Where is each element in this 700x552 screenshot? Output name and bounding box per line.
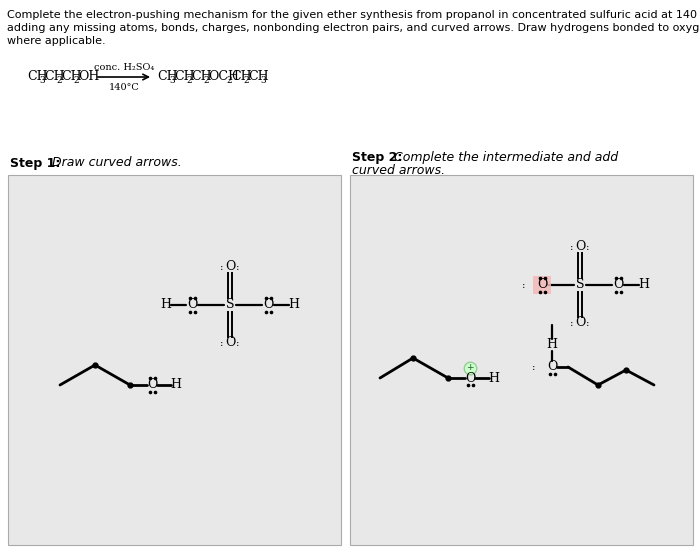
Text: where applicable.: where applicable. <box>7 36 106 46</box>
Text: O: O <box>262 299 273 311</box>
Bar <box>350 175 693 545</box>
Text: OH: OH <box>78 71 99 83</box>
Text: CH: CH <box>248 71 269 83</box>
Text: H: H <box>547 338 557 352</box>
Text: 3: 3 <box>39 76 45 85</box>
Text: :: : <box>570 242 574 252</box>
Text: Complete the intermediate and add: Complete the intermediate and add <box>394 151 618 163</box>
Text: O: O <box>187 299 197 311</box>
Text: O: O <box>547 360 557 374</box>
Text: Draw curved arrows.: Draw curved arrows. <box>52 157 182 169</box>
Text: O: O <box>575 316 585 330</box>
Text: O: O <box>147 379 158 391</box>
Text: :: : <box>220 263 224 272</box>
Text: 2: 2 <box>226 76 232 85</box>
Bar <box>533 276 551 294</box>
Text: conc. H₂SO₄: conc. H₂SO₄ <box>94 62 154 72</box>
Text: 2: 2 <box>203 76 209 85</box>
Text: CH: CH <box>44 71 64 83</box>
Text: O: O <box>537 279 547 291</box>
Text: H: H <box>160 299 172 311</box>
Text: S: S <box>225 299 234 311</box>
Text: S: S <box>575 279 584 291</box>
Text: O: O <box>575 241 585 253</box>
Text: CH: CH <box>27 71 48 83</box>
Text: 3: 3 <box>169 76 174 85</box>
Text: :: : <box>570 319 574 327</box>
Text: Step 2:: Step 2: <box>352 151 402 163</box>
Text: 3: 3 <box>260 76 265 85</box>
Text: curved arrows.: curved arrows. <box>352 164 445 178</box>
Text: Complete the electron-pushing mechanism for the given ether synthesis from propa: Complete the electron-pushing mechanism … <box>7 10 700 20</box>
Text: 2: 2 <box>243 76 248 85</box>
Text: :: : <box>587 242 589 252</box>
Text: :: : <box>220 338 224 348</box>
Text: 2: 2 <box>73 76 78 85</box>
Text: CH: CH <box>157 71 178 83</box>
Text: CH: CH <box>174 71 195 83</box>
Text: O: O <box>612 279 623 291</box>
Text: :: : <box>532 363 536 371</box>
Text: O: O <box>225 337 235 349</box>
Text: :: : <box>237 338 239 348</box>
Text: CH: CH <box>191 71 211 83</box>
Text: :: : <box>522 280 526 289</box>
Text: adding any missing atoms, bonds, charges, nonbonding electron pairs, and curved : adding any missing atoms, bonds, charges… <box>7 23 700 33</box>
Text: 2: 2 <box>56 76 62 85</box>
Text: H: H <box>638 279 650 291</box>
Text: H: H <box>489 371 500 385</box>
Text: :: : <box>237 263 239 272</box>
Text: 140°C: 140°C <box>108 82 139 92</box>
Text: Step 1:: Step 1: <box>10 157 60 169</box>
Text: +: + <box>466 364 474 373</box>
Bar <box>8 175 341 545</box>
Text: :: : <box>587 319 589 327</box>
Text: CH: CH <box>231 71 251 83</box>
Text: OCH: OCH <box>208 71 239 83</box>
Text: O: O <box>225 261 235 273</box>
Text: H: H <box>288 299 300 311</box>
Text: H: H <box>171 379 181 391</box>
Text: 2: 2 <box>186 76 192 85</box>
Text: O: O <box>465 371 475 385</box>
Text: CH: CH <box>61 71 82 83</box>
